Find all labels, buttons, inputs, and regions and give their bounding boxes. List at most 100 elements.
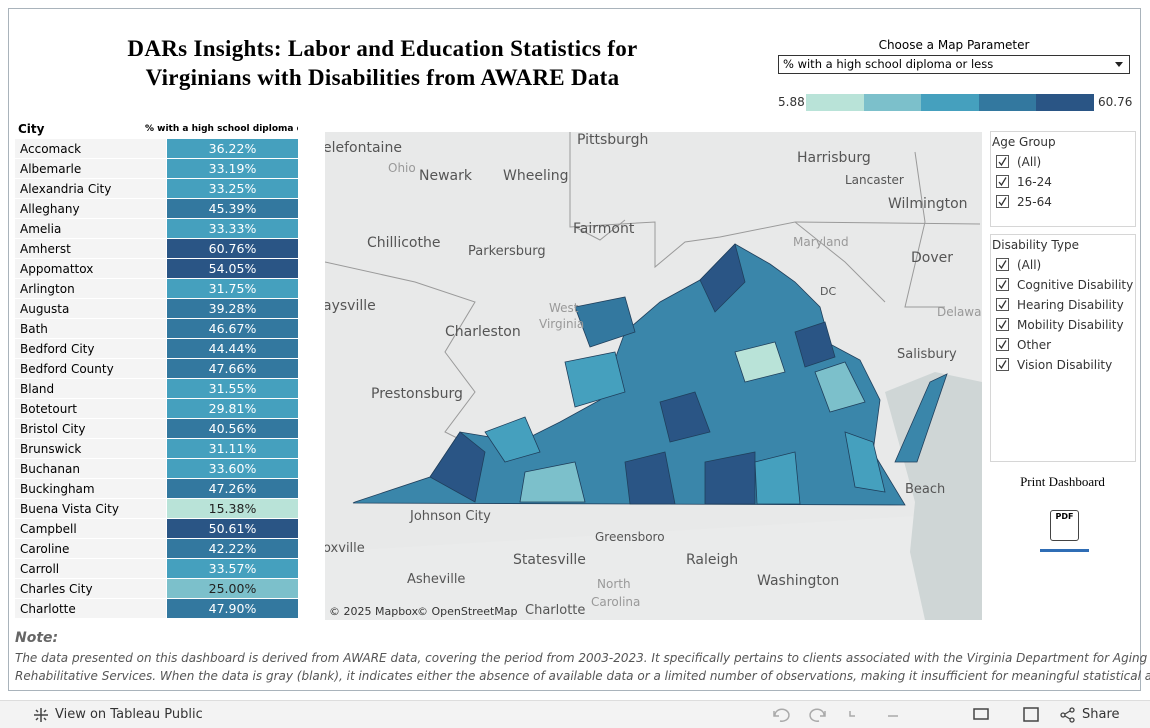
legend-swatch <box>921 94 979 111</box>
row-background <box>15 419 166 439</box>
checkmark <box>998 157 1007 167</box>
city-name: Brunswick <box>20 442 82 456</box>
legend-swatch <box>1036 94 1094 111</box>
checkbox[interactable] <box>996 318 1009 331</box>
map-label: Pittsburgh <box>577 132 648 148</box>
pdf-button[interactable]: PDF <box>1050 510 1079 541</box>
value-cell: 33.25% <box>167 179 298 199</box>
map-label: West <box>549 301 579 315</box>
share-icon <box>1060 707 1075 723</box>
checkbox[interactable] <box>996 358 1009 371</box>
filter-option[interactable]: Vision Disability <box>996 358 1112 372</box>
city-name: Buena Vista City <box>20 502 119 516</box>
checkmark <box>998 300 1007 310</box>
toolbar-icons <box>773 707 1039 722</box>
map-label: Asheville <box>407 572 465 587</box>
city-name: Augusta <box>20 302 70 316</box>
value-cell: 36.22% <box>167 139 298 159</box>
option-label: Hearing Disability <box>1017 298 1124 312</box>
value-cell: 15.38% <box>167 499 298 519</box>
share-button[interactable]: Share <box>1082 707 1120 722</box>
map-label: Washington <box>757 573 839 589</box>
map-label: Johnson City <box>409 509 491 524</box>
city-name: Caroline <box>20 542 70 556</box>
map-land <box>325 512 982 620</box>
virginia-counties <box>352 243 948 506</box>
value-cell: 31.11% <box>167 439 298 459</box>
filter-option[interactable]: 25-64 <box>996 195 1052 209</box>
map-label: oxville <box>325 541 365 556</box>
checkmark <box>998 340 1007 350</box>
city-name: Charles City <box>20 582 93 596</box>
filter-option[interactable]: 16-24 <box>996 175 1052 189</box>
filter-option[interactable]: Hearing Disability <box>996 298 1124 312</box>
checkbox[interactable] <box>996 155 1009 168</box>
city-name: Amherst <box>20 242 71 256</box>
filter-option[interactable]: Mobility Disability <box>996 318 1124 332</box>
map-label: Fairmont <box>573 221 635 237</box>
row-background <box>15 159 166 179</box>
filter-option[interactable]: Cognitive Disability <box>996 278 1133 292</box>
option-label: Vision Disability <box>1017 358 1113 372</box>
row-background <box>15 339 166 359</box>
value-cell: 33.60% <box>167 459 298 479</box>
value-cell: 31.75% <box>167 279 298 299</box>
map-label: Prestonsburg <box>371 386 463 402</box>
row-background <box>15 179 166 199</box>
value-cell: 46.67% <box>167 319 298 339</box>
map-label: Dover <box>911 250 953 266</box>
map-label: aysville <box>325 298 376 314</box>
city-name: Alexandria City <box>20 182 112 196</box>
print-label: Print Dashboard <box>1020 474 1105 489</box>
filter-panel: Disability Type (All) Cognitive Disability… <box>990 234 1136 462</box>
map-label: Wheeling <box>503 168 568 184</box>
checkbox[interactable] <box>996 175 1009 188</box>
map-label: Raleigh <box>686 552 738 568</box>
filter-panel: Age Group (All) 16-24 25-64 <box>990 131 1136 227</box>
map-label: DC <box>820 285 836 298</box>
filter-option[interactable]: Other <box>996 338 1051 352</box>
note-line: Rehabilitative Services. When the data i… <box>15 669 1150 683</box>
checkmark <box>998 280 1007 290</box>
parameter-label: Choose a Map Parameter <box>878 38 1030 52</box>
row-background <box>15 519 166 539</box>
filter-option[interactable]: (All) <box>996 155 1041 169</box>
row-background <box>15 479 166 499</box>
option-label: 25-64 <box>1017 195 1052 209</box>
option-label: (All) <box>1017 155 1042 169</box>
button-underline <box>1040 549 1089 552</box>
city-name: Bedford City <box>20 342 95 356</box>
option-label: 16-24 <box>1017 175 1052 189</box>
filter-option[interactable]: (All) <box>996 258 1041 272</box>
city-name: Appomattox <box>20 262 94 276</box>
dashboard-frame <box>8 8 1141 691</box>
checkbox[interactable] <box>996 298 1009 311</box>
checkbox[interactable] <box>996 258 1009 271</box>
city-name: Bedford County <box>20 362 114 376</box>
map-label: Salisbury <box>897 347 957 362</box>
checkbox[interactable] <box>996 278 1009 291</box>
option-label: (All) <box>1017 258 1042 272</box>
checkbox[interactable] <box>996 338 1009 351</box>
value-cell: 47.26% <box>167 479 298 499</box>
row-background <box>15 299 166 319</box>
value-cell: 25.00% <box>167 579 298 599</box>
map-label: Statesville <box>513 552 586 568</box>
map-label: Charlotte <box>525 603 585 618</box>
city-name: Albemarle <box>20 162 82 176</box>
value-cell: 33.57% <box>167 559 298 579</box>
value-cell: 50.61% <box>167 519 298 539</box>
city-name: Accomack <box>20 142 82 156</box>
checkmark <box>998 177 1007 187</box>
checkbox[interactable] <box>996 195 1009 208</box>
value-cell: 31.55% <box>167 379 298 399</box>
parameter-dropdown[interactable]: % with a high school diploma or less <box>778 55 1130 74</box>
row-background <box>15 319 166 339</box>
map-label: Delaware <box>937 305 982 319</box>
map-label: Harrisburg <box>797 150 871 166</box>
view-on-tableau-link[interactable]: View on Tableau Public <box>55 707 203 722</box>
map[interactable]: elefontaine Ohio Newark Pittsburgh Wheeling H… <box>325 132 982 620</box>
map-label: Maryland <box>793 235 849 249</box>
value-cell: 42.22% <box>167 539 298 559</box>
